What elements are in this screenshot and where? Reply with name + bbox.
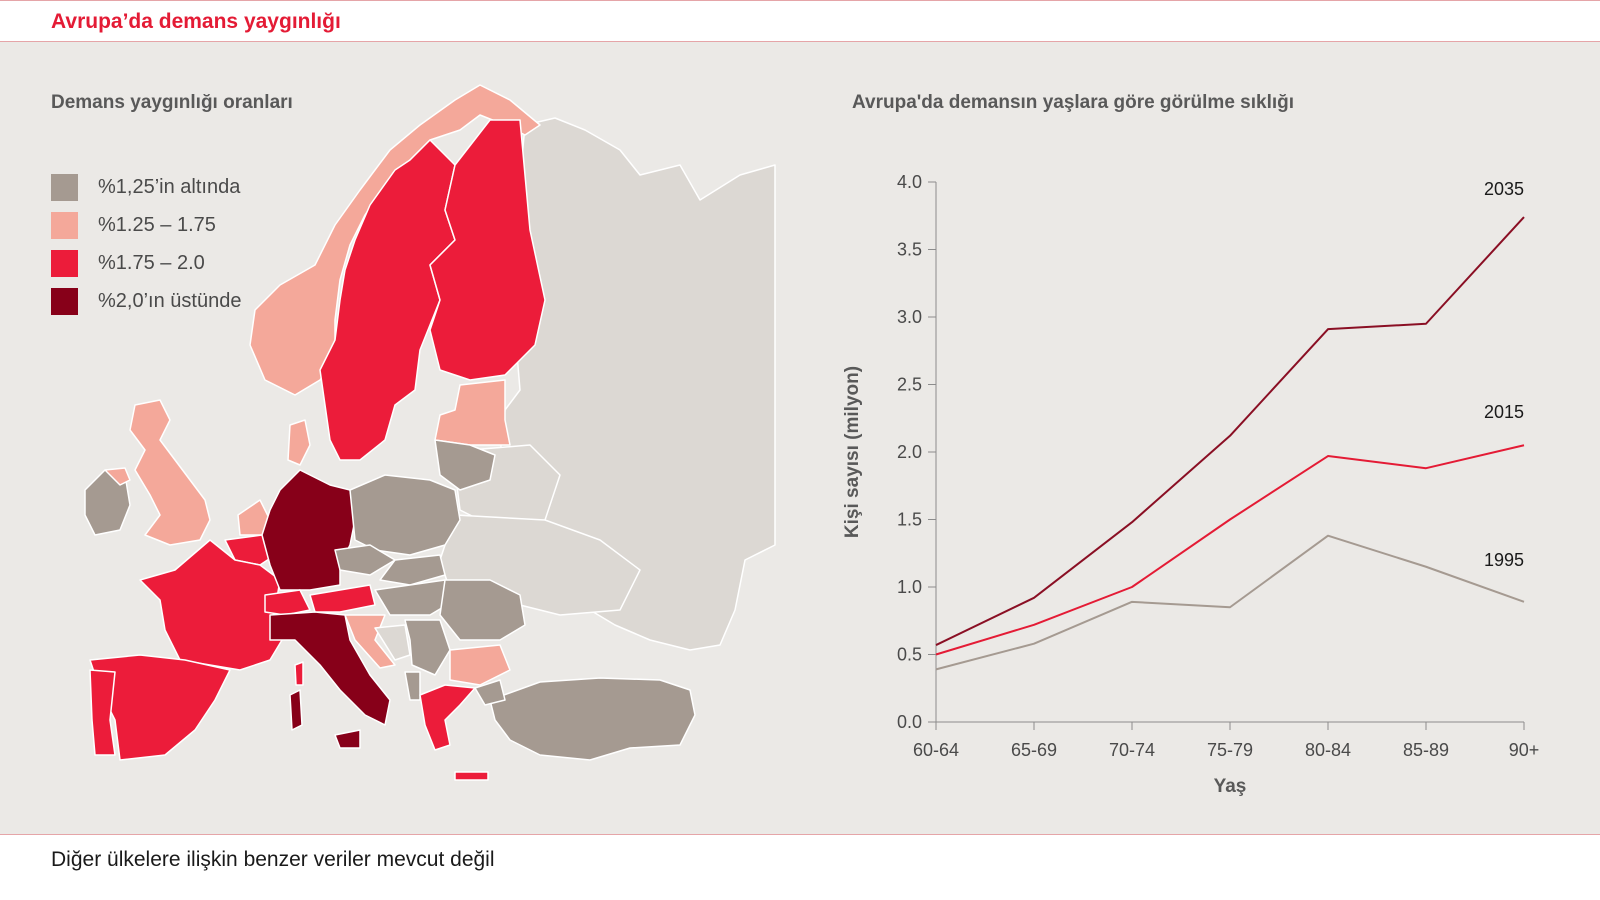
legend-label: %2,0’ın üstünde — [98, 290, 242, 312]
x-tick-label: 65-69 — [1011, 740, 1057, 760]
y-tick-label: 0.5 — [897, 645, 922, 665]
y-tick-label: 1.5 — [897, 510, 922, 530]
y-tick-label: 2.5 — [897, 375, 922, 395]
y-tick-label: 2.0 — [897, 442, 922, 462]
map-region-greece — [419, 684, 476, 751]
y-tick-label: 3.0 — [897, 307, 922, 327]
footnote: Diğer ülkelere ilişkin benzer veriler me… — [51, 848, 495, 871]
map-region-corsica — [294, 661, 304, 686]
map-region-belgium — [224, 534, 276, 566]
map-region-bosnia — [374, 624, 411, 661]
x-tick-label: 80-84 — [1305, 740, 1351, 760]
page-title: Avrupa’da demans yaygınlığı — [51, 10, 341, 33]
legend-label: %1,25’in altında — [98, 176, 241, 198]
map-region-turkey-thrace — [474, 679, 506, 706]
y-tick-label: 3.5 — [897, 240, 922, 260]
map-region-sardinia — [289, 689, 303, 731]
map-region-czechia — [334, 544, 396, 576]
map-region-lithuania — [434, 439, 496, 491]
legend-swatch — [51, 174, 78, 201]
map-region-bulgaria — [449, 644, 511, 686]
x-tick-label: 85-89 — [1403, 740, 1449, 760]
map-region-germany — [261, 469, 356, 591]
europe-map — [84, 84, 776, 781]
header-bar: Avrupa’da demans yaygınlığı — [0, 1, 1600, 41]
series-line-1995 — [935, 534, 1525, 671]
series-label-2035: 2035 — [1484, 179, 1524, 199]
legend-label: %1.25 – 1.75 — [98, 214, 216, 236]
map-region-romania — [439, 579, 526, 641]
series-line-2035 — [935, 216, 1525, 646]
y-tick-label: 4.0 — [897, 172, 922, 192]
y-axis-label: Kişi sayısı (milyon) — [842, 366, 863, 538]
x-axis-label: Yaş — [1214, 776, 1247, 797]
series-label-2015: 2015 — [1484, 402, 1524, 422]
x-tick-label: 90+ — [1509, 740, 1540, 760]
x-tick-label: 60-64 — [913, 740, 959, 760]
series-label-1995: 1995 — [1484, 550, 1524, 570]
map-region-crete — [454, 771, 489, 781]
map-region-finland — [429, 119, 546, 381]
map-region-uk — [129, 399, 211, 546]
map-title: Demans yaygınlığı oranları — [51, 92, 293, 113]
footer-rule — [0, 834, 1600, 835]
legend-swatch — [51, 212, 78, 239]
chart-title: Avrupa'da demansın yaşlara göre görülme … — [852, 92, 1295, 113]
map-region-sicily — [334, 729, 361, 749]
legend-label: %1.75 – 2.0 — [98, 252, 205, 274]
map-region-serbia — [404, 619, 451, 676]
top-rule — [0, 0, 1600, 1]
map-region-n-ireland — [104, 467, 131, 486]
map-region-portugal — [89, 669, 116, 756]
map-region-albania — [404, 671, 421, 701]
x-tick-label: 70-74 — [1109, 740, 1155, 760]
y-tick-label: 0.0 — [897, 712, 922, 732]
line-chart: 0.0 0.5 1.0 1.5 2.0 2.5 3.0 3.5 4.0 60-64 65-69 70-… — [842, 172, 1540, 797]
content-panel — [0, 42, 1600, 834]
map-region-russia — [499, 117, 776, 651]
map-region-slovakia — [379, 554, 446, 586]
legend-swatch — [51, 288, 78, 315]
y-tick-label: 1.0 — [897, 577, 922, 597]
map-region-denmark — [287, 419, 311, 466]
x-tick-label: 75-79 — [1207, 740, 1253, 760]
legend-swatch — [51, 250, 78, 277]
map-region-croatia — [344, 614, 396, 669]
map-region-turkey — [489, 677, 696, 761]
header-rule — [0, 41, 1600, 42]
series-line-2015 — [935, 444, 1525, 656]
